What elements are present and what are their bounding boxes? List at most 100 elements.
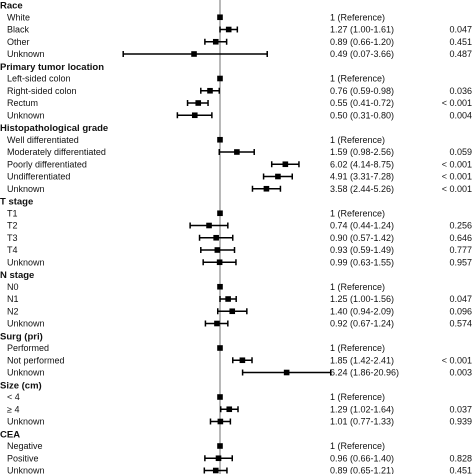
p-value: 0.487: [449, 49, 472, 59]
row-label: N0: [7, 282, 19, 292]
p-value: < 0.001: [442, 184, 472, 194]
p-value: 0.828: [449, 453, 472, 463]
p-value: 0.451: [449, 37, 472, 47]
point-estimate: [275, 173, 281, 180]
hr-ci-text: 0.93 (0.59-1.49): [330, 245, 394, 255]
row-label: Other: [7, 37, 30, 47]
p-value: < 0.001: [442, 159, 472, 169]
point-estimate: [195, 100, 202, 106]
point-estimate: [212, 467, 219, 474]
point-estimate: [282, 161, 289, 168]
section-6: Size (cm): [0, 380, 42, 391]
table-row: Not performed 1.85 (1.42-2.41) < 0.001: [7, 355, 472, 365]
table-row: T1 1 (Reference): [7, 208, 385, 218]
point-estimate: [217, 345, 223, 351]
row-label: N2: [7, 306, 19, 316]
table-row: Poorly differentiated 6.02 (4.14-8.75) < 0…: [7, 159, 472, 169]
p-value: 0.451: [449, 466, 472, 474]
hr-ci-text: 0.96 (0.66-1.40): [330, 453, 394, 463]
hr-ci-text: 1 (Reference): [330, 12, 385, 22]
row-label: Poorly differentiated: [7, 159, 87, 169]
hr-ci-text: 1 (Reference): [330, 208, 385, 218]
table-row: White 1 (Reference): [7, 12, 385, 22]
hr-ci-text: 4.91 (3.31-7.28): [330, 172, 394, 182]
point-estimate: [217, 418, 224, 425]
p-value: 0.256: [449, 221, 472, 231]
p-value: 0.037: [449, 404, 472, 414]
point-estimate: [226, 406, 233, 413]
row-label: Unknown: [7, 368, 45, 378]
p-value: 0.957: [449, 257, 472, 267]
row-label: Unknown: [7, 417, 45, 427]
row-label: Performed: [7, 343, 49, 353]
row-label: < 4: [7, 392, 20, 402]
section-7: CEA: [0, 429, 20, 440]
section-0: Race: [0, 1, 23, 12]
hr-ci-text: 0.99 (0.63-1.55): [330, 257, 394, 267]
p-value: 0.003: [449, 368, 472, 378]
point-estimate: [217, 210, 223, 217]
point-estimate: [206, 222, 212, 229]
hr-ci-text: 1.29 (1.02-1.64): [330, 404, 394, 414]
row-label: Unknown: [7, 110, 45, 120]
row-label: Unknown: [7, 184, 45, 194]
row-label: Moderately differentiated: [7, 147, 106, 157]
table-row: Rectum 0.55 (0.41-0.72) < 0.001: [7, 98, 472, 108]
table-row: Unknown 6.24 (1.86-20.96) 0.003: [7, 368, 472, 378]
hr-ci-text: 3.58 (2.44-5.26): [330, 184, 394, 194]
section-2: Histopathological grade: [0, 123, 108, 134]
table-row: N2 1.40 (0.94-2.09) 0.096: [7, 306, 472, 316]
table-row: Unknown 0.89 (0.65-1.21) 0.451: [7, 466, 472, 474]
hr-ci-text: 0.90 (0.57-1.42): [330, 233, 394, 243]
p-value: 0.047: [449, 25, 472, 35]
row-label: Unknown: [7, 49, 45, 59]
section-title: Race: [0, 1, 23, 12]
row-label: Left-sided colon: [7, 74, 71, 84]
row-label: T4: [7, 245, 18, 255]
section-title: N stage: [0, 270, 34, 281]
table-row: Unknown 0.92 (0.67-1.24) 0.574: [7, 319, 472, 329]
point-estimate: [239, 357, 246, 364]
table-row: T3 0.90 (0.57-1.42) 0.646: [7, 233, 472, 243]
row-label: Unknown: [7, 319, 45, 329]
hr-ci-text: 1.59 (0.98-2.56): [330, 147, 394, 157]
hr-ci-text: 1 (Reference): [330, 343, 385, 353]
point-estimate: [283, 369, 290, 376]
hr-ci-text: 1 (Reference): [330, 74, 385, 84]
point-estimate: [217, 136, 223, 143]
point-estimate: [229, 308, 236, 315]
section-title: Primary tumor location: [0, 62, 104, 73]
p-value: 0.059: [449, 147, 472, 157]
table-row: Performed 1 (Reference): [7, 343, 385, 353]
point-estimate: [216, 259, 223, 266]
hr-ci-text: 1 (Reference): [330, 441, 385, 451]
point-estimate: [217, 394, 223, 400]
p-value: 0.646: [449, 233, 472, 243]
table-row: Well differentiated 1 (Reference): [7, 135, 385, 145]
section-4: N stage: [0, 270, 34, 281]
row-label: T2: [7, 221, 18, 231]
hr-ci-text: 1.40 (0.94-2.09): [330, 306, 394, 316]
hr-ci-text: 0.55 (0.41-0.72): [330, 98, 394, 108]
row-label: Negative: [7, 441, 43, 451]
hr-ci-text: 1.25 (1.00-1.56): [330, 294, 394, 304]
point-estimate: [213, 234, 219, 241]
table-row: Undifferentiated 4.91 (3.31-7.28) < 0.001: [7, 172, 472, 182]
table-row: Right-sided colon 0.76 (0.59-0.98) 0.036: [7, 86, 472, 96]
table-row: Unknown 0.50 (0.31-0.80) 0.004: [7, 110, 472, 120]
hr-ci-text: 1 (Reference): [330, 392, 385, 402]
table-row: Unknown 0.99 (0.63-1.55) 0.957: [7, 257, 472, 267]
table-row: Unknown 3.58 (2.44-5.26) < 0.001: [7, 184, 472, 194]
row-label: Positive: [7, 453, 39, 463]
table-row: N1 1.25 (1.00-1.56) 0.047: [7, 294, 472, 304]
hr-ci-text: 0.50 (0.31-0.80): [330, 110, 394, 120]
table-row: < 4 1 (Reference): [7, 392, 385, 402]
table-row: Positive 0.96 (0.66-1.40) 0.828: [7, 453, 472, 463]
p-value: 0.096: [449, 306, 472, 316]
hr-ci-text: 1.85 (1.42-2.41): [330, 355, 394, 365]
row-label: Not performed: [7, 355, 65, 365]
row-label: Unknown: [7, 257, 45, 267]
row-label: Unknown: [7, 466, 45, 474]
point-estimate: [215, 455, 222, 462]
